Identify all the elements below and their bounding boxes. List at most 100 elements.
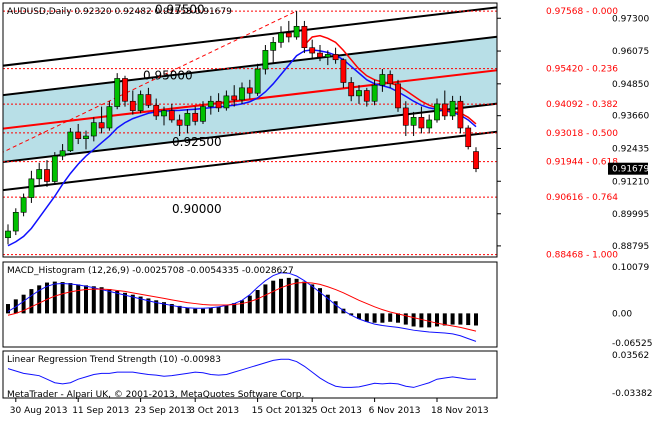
candle-body bbox=[317, 52, 323, 58]
macd-histogram-bar bbox=[364, 313, 369, 322]
date-axis-label: 30 Aug 2013 bbox=[10, 406, 68, 416]
current-price-box bbox=[608, 162, 648, 175]
macd-panel-border bbox=[2, 261, 498, 348]
candle-body bbox=[246, 87, 253, 94]
fib-level-label: 0.94092 - 0.382 bbox=[546, 100, 618, 110]
candle-body bbox=[371, 84, 378, 102]
candle-body bbox=[356, 90, 362, 97]
macd-histogram-bar bbox=[52, 281, 57, 314]
candle-body bbox=[254, 68, 261, 94]
macd-histogram-bar bbox=[466, 313, 471, 326]
lrts-line bbox=[7, 358, 476, 388]
macd-histogram-bar bbox=[263, 284, 268, 314]
channel-line bbox=[3, 6, 497, 67]
macd-histogram-bar bbox=[107, 289, 112, 314]
candle-body bbox=[129, 100, 136, 111]
channel-level-label: 0.90000 bbox=[172, 202, 222, 216]
price-axis-label: 0.88795 bbox=[612, 242, 649, 252]
regression-line bbox=[3, 69, 497, 130]
candle-body bbox=[426, 119, 433, 129]
macd-histogram-bar bbox=[255, 290, 260, 314]
fib-level-label: 0.91944 - 0.618 bbox=[546, 158, 618, 168]
candle-body bbox=[67, 131, 74, 152]
candle-body bbox=[449, 100, 456, 117]
channel-line bbox=[3, 102, 497, 164]
candle-body bbox=[207, 100, 214, 107]
macd-histogram-bar bbox=[208, 307, 213, 314]
candle-body bbox=[28, 178, 35, 198]
date-axis-label: 25 Oct 2013 bbox=[306, 406, 362, 416]
symbol-title: AUDUSD,Daily 0.92320 0.92482 0.91553 0.9… bbox=[7, 7, 232, 17]
price-axis-label: 0.96075 bbox=[612, 47, 649, 57]
candle-body bbox=[36, 169, 43, 180]
candle-body bbox=[83, 135, 89, 139]
candle-body bbox=[309, 47, 316, 54]
candle-body bbox=[262, 50, 269, 70]
macd-histogram-bar bbox=[403, 313, 408, 325]
macd-histogram-bar bbox=[84, 285, 88, 314]
macd-plot[interactable] bbox=[6, 272, 478, 342]
trend-line bbox=[3, 10, 297, 153]
macd-main-line bbox=[7, 272, 477, 342]
candle-body bbox=[215, 100, 222, 109]
price-axis-label: 0.89995 bbox=[612, 210, 649, 220]
candle-body bbox=[184, 112, 191, 126]
macd-histogram-bar bbox=[224, 304, 229, 314]
macd-histogram-bar bbox=[130, 294, 135, 314]
candle-body bbox=[278, 32, 284, 43]
macd-histogram-bar bbox=[302, 281, 307, 314]
candle-body bbox=[395, 83, 401, 109]
macd-histogram-bar bbox=[45, 282, 49, 314]
candle-body bbox=[59, 150, 66, 157]
candle-body bbox=[293, 25, 300, 38]
candle-body bbox=[239, 87, 245, 101]
date-axis-label: 6 Nov 2013 bbox=[369, 406, 421, 416]
candle-body bbox=[348, 82, 355, 97]
candle-body bbox=[145, 94, 152, 106]
candle-body bbox=[44, 169, 50, 182]
macd-axis-label: -0.06525 bbox=[612, 339, 652, 349]
candle-body bbox=[301, 25, 308, 48]
macd-histogram-bar bbox=[419, 313, 424, 328]
channel-line bbox=[3, 35, 497, 97]
macd-histogram-bar bbox=[91, 286, 96, 314]
price-plot[interactable]: 0.97500 0.95000 0.92500 0.90000 bbox=[0, 2, 523, 256]
candle-body bbox=[75, 131, 82, 139]
copyright-text: MetaTrader - Alpari UK, © 2001-2013, Met… bbox=[7, 390, 304, 400]
macd-histogram-bar bbox=[458, 313, 463, 325]
price-axis-label: 0.94850 bbox=[612, 80, 649, 90]
candle-body bbox=[270, 42, 277, 51]
macd-histogram-bar bbox=[60, 282, 65, 314]
macd-histogram-bar bbox=[68, 283, 73, 314]
macd-histogram-bar bbox=[6, 304, 10, 314]
macd-histogram-bar bbox=[185, 307, 190, 314]
candle-body bbox=[90, 122, 97, 137]
macd-title: MACD_Histogram (12,26,9) -0.0025708 -0.0… bbox=[7, 266, 294, 276]
macd-axis-label: 0.00 bbox=[612, 309, 632, 319]
lrts-axis-label: 0.03562 bbox=[612, 351, 649, 361]
macd-histogram-bar bbox=[380, 313, 385, 323]
macd-histogram-bar bbox=[388, 313, 393, 322]
channel-line bbox=[3, 130, 497, 192]
macd-histogram-bar bbox=[396, 313, 400, 323]
fib-level-label: 0.93018 - 0.500 bbox=[546, 129, 618, 139]
lrts-plot[interactable] bbox=[7, 358, 476, 388]
candle-body bbox=[441, 103, 448, 117]
fib-level-label: 0.88468 - 1.000 bbox=[546, 251, 618, 261]
macd-histogram-bar bbox=[357, 313, 361, 319]
date-axis-label: 3 Oct 2013 bbox=[189, 406, 239, 416]
macd-histogram-bar bbox=[21, 294, 26, 314]
macd-histogram-bar bbox=[123, 292, 127, 314]
macd-histogram-bar bbox=[279, 278, 283, 314]
fib-level-label: 0.97568 - 0.000 bbox=[546, 7, 618, 17]
macd-histogram-bar bbox=[411, 313, 416, 327]
macd-histogram-bar bbox=[325, 294, 330, 314]
macd-histogram-bar bbox=[333, 301, 338, 314]
macd-histogram-bar bbox=[294, 278, 299, 314]
macd-histogram-bar bbox=[318, 288, 322, 314]
candle-body bbox=[473, 151, 479, 169]
macd-histogram-bar bbox=[372, 313, 377, 323]
macd-histogram-bar bbox=[154, 300, 159, 314]
candle-body bbox=[114, 78, 121, 107]
